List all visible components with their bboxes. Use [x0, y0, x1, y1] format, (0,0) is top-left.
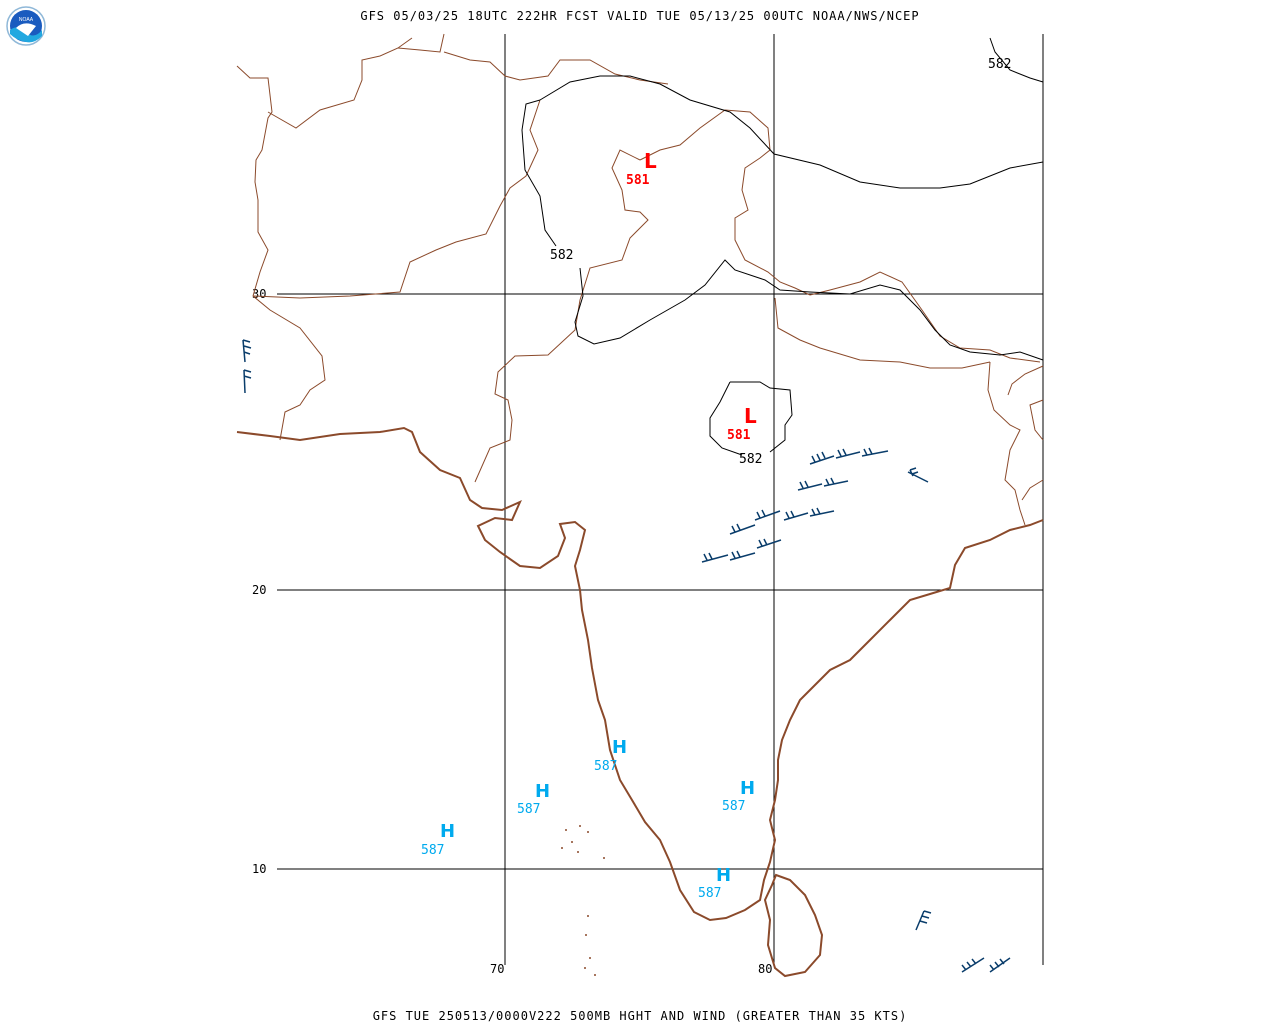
- height-contours: [521, 37, 1044, 456]
- wind-barb: [823, 477, 849, 487]
- wind-barb: [907, 467, 929, 483]
- wind-barb: [729, 523, 756, 535]
- wind-barb: [809, 451, 835, 465]
- contour-label: 582: [988, 57, 1011, 72]
- high-symbol: H: [740, 778, 755, 799]
- high-symbol: H: [612, 737, 627, 758]
- lat-label-30: 30: [252, 287, 266, 301]
- high-value: 587: [698, 886, 721, 901]
- wind-barb: [754, 509, 781, 521]
- contour-label: 582: [550, 248, 573, 263]
- high-symbol: H: [716, 865, 731, 886]
- wind-barb: [809, 507, 835, 517]
- low-symbol: L: [744, 404, 757, 428]
- high-value: 587: [421, 843, 444, 858]
- grid-lines: [277, 34, 1044, 965]
- wind-barb: [729, 550, 756, 561]
- wind-barb: [783, 510, 809, 521]
- political-borders: [236, 33, 1044, 526]
- wind-barb: [797, 480, 823, 491]
- svg-text:NOAA: NOAA: [19, 17, 34, 23]
- coastline: [236, 426, 1044, 978]
- lat-label-20: 20: [252, 583, 266, 597]
- wind-barb: [861, 447, 889, 457]
- noaa-logo: NOAA: [6, 6, 46, 46]
- wind-barb: [961, 957, 985, 973]
- islands: [561, 825, 605, 976]
- high-value: 587: [517, 802, 540, 817]
- wind-barb: [242, 339, 252, 363]
- low-value: 581: [727, 428, 751, 443]
- lon-label-80: 80: [758, 962, 772, 976]
- map-title: GFS 05/03/25 18UTC 222HR FCST VALID TUE …: [360, 9, 920, 23]
- wind-barb: [701, 552, 729, 563]
- low-value: 581: [626, 173, 650, 188]
- high-symbol: H: [535, 781, 550, 802]
- wind-barb: [915, 910, 932, 931]
- wind-barb: [989, 957, 1011, 973]
- high-value: 587: [722, 799, 745, 814]
- wind-barbs: [242, 339, 1011, 973]
- high-symbol: H: [440, 821, 455, 842]
- high-value: 587: [594, 759, 617, 774]
- lon-label-70: 70: [490, 962, 504, 976]
- low-symbol: L: [644, 149, 657, 173]
- wind-barb: [243, 369, 252, 394]
- contour-label: 582: [739, 452, 762, 467]
- wind-barb: [835, 448, 861, 459]
- lat-label-10: 10: [252, 862, 266, 876]
- wind-barb: [756, 538, 782, 549]
- map-caption: GFS TUE 250513/0000V222 500MB HGHT AND W…: [372, 1009, 908, 1023]
